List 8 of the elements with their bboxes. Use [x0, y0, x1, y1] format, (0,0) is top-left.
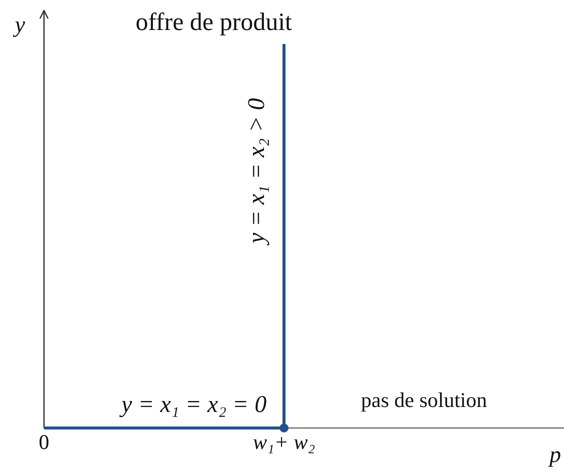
annotation: y = x₁ = x₂ > 0: [244, 98, 270, 246]
x-tick-label: 0: [38, 430, 50, 454]
x-axis-title: p: [548, 442, 561, 467]
x-tick-label: w₁+ w₂: [252, 430, 316, 454]
annotation: y = x₁ = x₂ = 0: [119, 392, 267, 418]
annotation: pas de solution: [361, 388, 488, 412]
annotation: offre de produit: [136, 9, 292, 36]
y-axis-title: y: [12, 12, 26, 37]
